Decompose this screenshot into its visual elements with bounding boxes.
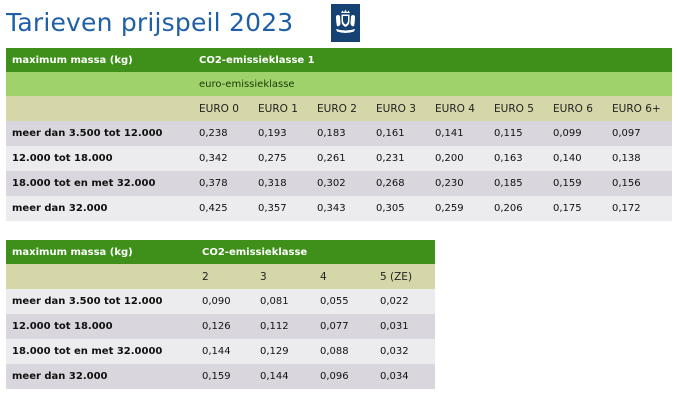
column-label: 3	[254, 264, 314, 289]
column-label: EURO 0	[193, 96, 252, 121]
rijksoverheid-logo	[331, 4, 360, 42]
table-cell: 0,055	[314, 289, 374, 314]
group-header-co2-class: CO2-emissieklasse	[196, 240, 436, 264]
table-row: 18.000 tot en met 32.000 0,378 0,318 0,3…	[6, 171, 673, 196]
table-cell: 0,268	[370, 171, 429, 196]
table-cell: 0,156	[606, 171, 673, 196]
table-row: 12.000 tot 18.000 0,342 0,275 0,261 0,23…	[6, 146, 673, 171]
table-cell: 0,185	[488, 171, 547, 196]
table-cell: 0,144	[254, 364, 314, 389]
table-cell: 0,172	[606, 196, 673, 221]
table-cell: 0,425	[193, 196, 252, 221]
table-cell: 0,031	[374, 314, 436, 339]
table-cell: 0,342	[193, 146, 252, 171]
sub-header-euro-class: euro-emissieklasse	[193, 72, 673, 96]
table-cell: 0,259	[429, 196, 488, 221]
table-cell: 0,175	[547, 196, 606, 221]
table-cell: 0,144	[196, 339, 254, 364]
table-cell: 0,088	[314, 339, 374, 364]
table-cell: 0,090	[196, 289, 254, 314]
table-cell: 0,034	[374, 364, 436, 389]
table-cell: 0,378	[193, 171, 252, 196]
table-cell: 0,302	[311, 171, 370, 196]
table-cell: 0,077	[314, 314, 374, 339]
table-cell: 0,238	[193, 121, 252, 146]
table-row: meer dan 32.000 0,425 0,357 0,343 0,305 …	[6, 196, 673, 221]
table-cell: 0,318	[252, 171, 311, 196]
table-cell: 0,099	[547, 121, 606, 146]
table-cell: 0,022	[374, 289, 436, 314]
table-row: 12.000 tot 18.000 0,126 0,112 0,077 0,03…	[6, 314, 436, 339]
coat-of-arms-icon	[331, 4, 360, 42]
table-cell: 0,305	[370, 196, 429, 221]
column-label: EURO 1	[252, 96, 311, 121]
column-label: EURO 6	[547, 96, 606, 121]
column-label: EURO 4	[429, 96, 488, 121]
table-cell: 0,231	[370, 146, 429, 171]
column-label: EURO 6+	[606, 96, 673, 121]
table-header-row: maximum massa (kg) CO2-emissieklasse	[6, 240, 436, 264]
column-labels-row: EURO 0 EURO 1 EURO 2 EURO 3 EURO 4 EURO …	[6, 96, 673, 121]
column-label: 2	[196, 264, 254, 289]
table-cell: 0,159	[547, 171, 606, 196]
row-label: meer dan 3.500 tot 12.000	[6, 121, 193, 146]
row-label: 18.000 tot en met 32.0000	[6, 339, 196, 364]
sub-header-row: euro-emissieklasse	[6, 72, 673, 96]
column-label-empty	[6, 264, 196, 289]
table-cell: 0,129	[254, 339, 314, 364]
column-label: EURO 2	[311, 96, 370, 121]
column-header-max-mass: maximum massa (kg)	[6, 240, 196, 264]
table-row: 18.000 tot en met 32.0000 0,144 0,129 0,…	[6, 339, 436, 364]
table-cell: 0,161	[370, 121, 429, 146]
table-cell: 0,097	[606, 121, 673, 146]
tariff-table-co2-class-1: maximum massa (kg) CO2-emissieklasse 1 e…	[6, 48, 673, 221]
table-cell: 0,115	[488, 121, 547, 146]
table-cell: 0,206	[488, 196, 547, 221]
row-label: meer dan 32.000	[6, 364, 196, 389]
table-cell: 0,096	[314, 364, 374, 389]
table-cell: 0,159	[196, 364, 254, 389]
table-row: meer dan 32.000 0,159 0,144 0,096 0,034	[6, 364, 436, 389]
table-cell: 0,138	[606, 146, 673, 171]
table-cell: 0,230	[429, 171, 488, 196]
table-cell: 0,112	[254, 314, 314, 339]
column-label: EURO 3	[370, 96, 429, 121]
column-label: EURO 5	[488, 96, 547, 121]
page-title: Tarieven prijspeil 2023	[6, 8, 294, 37]
tariff-table-co2-classes-2-5: maximum massa (kg) CO2-emissieklasse 2 3…	[6, 240, 436, 389]
table-cell: 0,357	[252, 196, 311, 221]
row-label: 12.000 tot 18.000	[6, 146, 193, 171]
row-label: 12.000 tot 18.000	[6, 314, 196, 339]
row-label: meer dan 32.000	[6, 196, 193, 221]
column-label-empty	[6, 96, 193, 121]
table-cell: 0,081	[254, 289, 314, 314]
table-cell: 0,032	[374, 339, 436, 364]
column-label: 4	[314, 264, 374, 289]
table-row: meer dan 3.500 tot 12.000 0,238 0,193 0,…	[6, 121, 673, 146]
row-label: 18.000 tot en met 32.000	[6, 171, 193, 196]
table-cell: 0,200	[429, 146, 488, 171]
table-row: meer dan 3.500 tot 12.000 0,090 0,081 0,…	[6, 289, 436, 314]
sub-header-empty	[6, 72, 193, 96]
table-cell: 0,193	[252, 121, 311, 146]
column-label: 5 (ZE)	[374, 264, 436, 289]
column-labels-row: 2 3 4 5 (ZE)	[6, 264, 436, 289]
table-cell: 0,183	[311, 121, 370, 146]
row-label: meer dan 3.500 tot 12.000	[6, 289, 196, 314]
table-cell: 0,275	[252, 146, 311, 171]
table-cell: 0,140	[547, 146, 606, 171]
table-cell: 0,126	[196, 314, 254, 339]
table-header-row: maximum massa (kg) CO2-emissieklasse 1	[6, 48, 673, 72]
table-cell: 0,261	[311, 146, 370, 171]
table-cell: 0,163	[488, 146, 547, 171]
group-header-co2-class: CO2-emissieklasse 1	[193, 48, 673, 72]
column-header-max-mass: maximum massa (kg)	[6, 48, 193, 72]
table-cell: 0,343	[311, 196, 370, 221]
table-cell: 0,141	[429, 121, 488, 146]
